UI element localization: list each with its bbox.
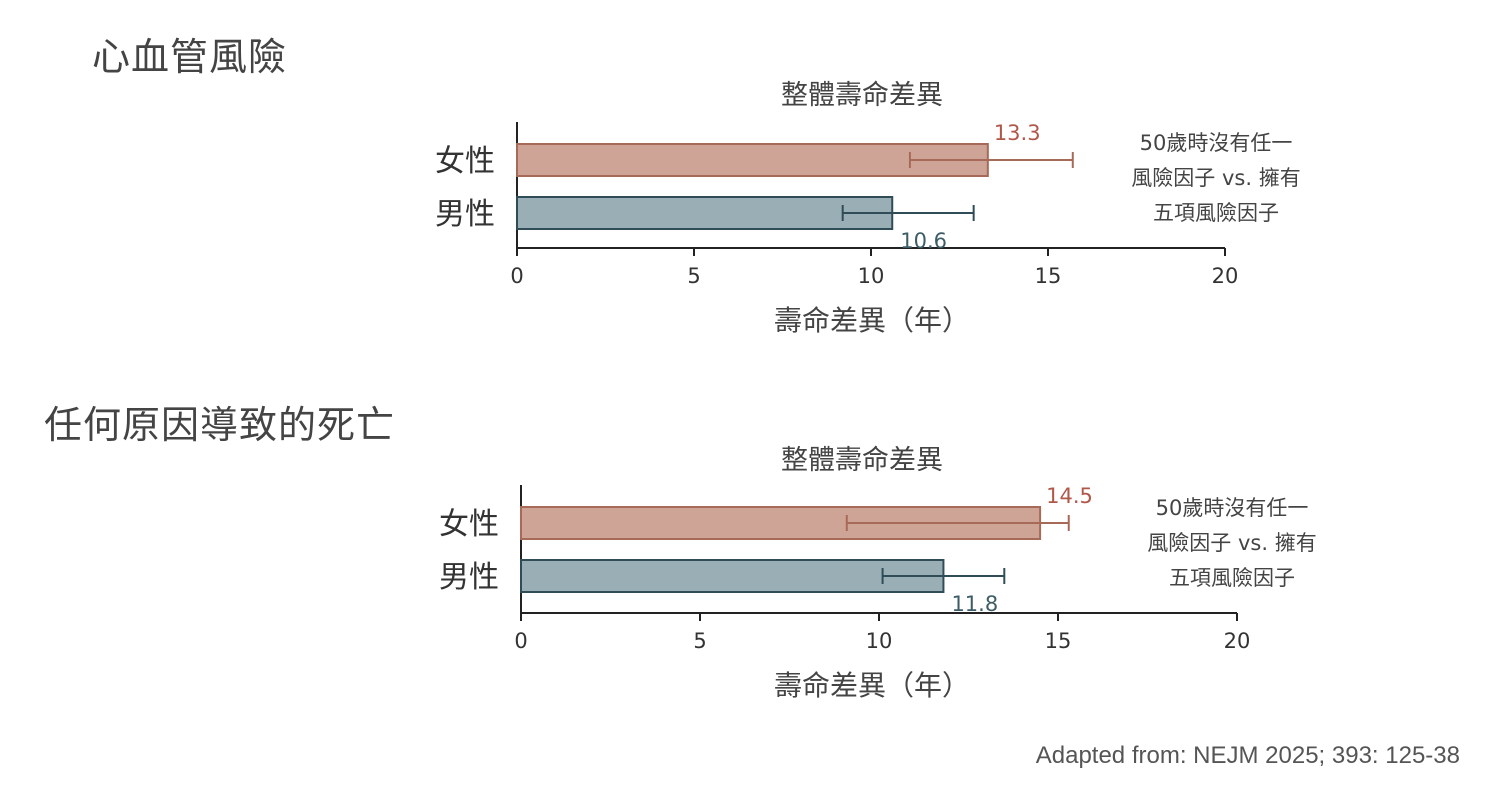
section-heading-cardiovascular: 心血管風險 [92, 35, 288, 79]
chart-all-cause: 整體壽命差異 0 5 10 15 20 壽命差異（年） 女性 14.5 男性 11.8 50歲時沒有任… [439, 445, 1317, 702]
data-label: 11.8 [951, 592, 998, 616]
x-tick-label: 0 [510, 264, 523, 288]
chart-title: 整體壽命差異 [781, 80, 943, 111]
bar [520, 559, 945, 593]
category-label: 女性 [435, 144, 495, 179]
x-axis-label: 壽命差異（年） [774, 304, 970, 337]
chart-annotation-line: 五項風險因子 [1169, 566, 1295, 590]
chart-annotation-line: 風險因子 vs. 擁有 [1131, 166, 1300, 190]
x-tick-label: 0 [514, 629, 527, 653]
chart-annotation-line: 風險因子 vs. 擁有 [1147, 531, 1316, 555]
data-label: 13.3 [994, 121, 1041, 145]
chart-annotation-line: 50歲時沒有任一 [1140, 131, 1293, 155]
x-axis-label: 壽命差異（年） [774, 669, 970, 702]
x-tick-label: 5 [687, 264, 700, 288]
category-label: 男性 [439, 560, 499, 595]
category-label: 男性 [435, 197, 495, 232]
x-tick-label: 15 [1045, 629, 1072, 653]
source-citation: Adapted from: NEJM 2025; 393: 125-38 [1035, 742, 1460, 769]
chart-annotation-line: 50歲時沒有任一 [1156, 496, 1309, 520]
data-label: 10.6 [900, 229, 947, 253]
x-tick-label: 10 [866, 629, 893, 653]
chart-annotation-line: 五項風險因子 [1153, 201, 1279, 225]
section-heading-all-cause: 任何原因導致的死亡 [44, 403, 396, 447]
x-tick-label: 20 [1224, 629, 1251, 653]
bar [516, 196, 894, 230]
chart-cardiovascular: 整體壽命差異 0 5 10 15 20 壽命差異（年） 女性 13.3 男性 10.6 50歲時沒有任… [435, 80, 1301, 337]
chart-title: 整體壽命差異 [781, 445, 943, 476]
x-tick-label: 5 [693, 629, 706, 653]
data-label: 14.5 [1046, 484, 1093, 508]
x-tick-label: 10 [858, 264, 885, 288]
x-tick-label: 20 [1212, 264, 1239, 288]
category-label: 女性 [439, 507, 499, 542]
x-tick-label: 15 [1035, 264, 1062, 288]
